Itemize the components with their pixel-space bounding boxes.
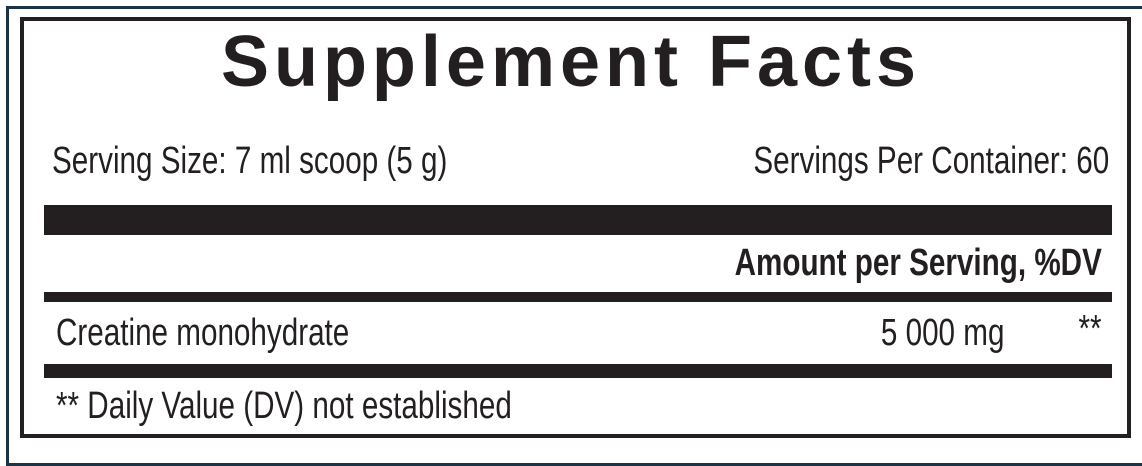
header-divider: [44, 292, 1112, 302]
thick-divider: [44, 205, 1112, 235]
ingredient-name: Creatine monohydrate: [56, 312, 350, 354]
supplement-facts-panel: [20, 17, 1131, 438]
serving-size: Serving Size: 7 ml scoop (5 g): [52, 140, 448, 182]
ingredient-dv: **: [1078, 308, 1102, 350]
column-header: Amount per Serving, %DV: [734, 242, 1102, 284]
footnote: ** Daily Value (DV) not established: [56, 385, 512, 427]
panel-title: Supplement Facts: [220, 22, 922, 102]
servings-per-container: Servings Per Container: 60: [753, 140, 1109, 182]
footer-divider: [44, 364, 1112, 378]
ingredient-amount: 5 000 mg: [880, 312, 1004, 354]
